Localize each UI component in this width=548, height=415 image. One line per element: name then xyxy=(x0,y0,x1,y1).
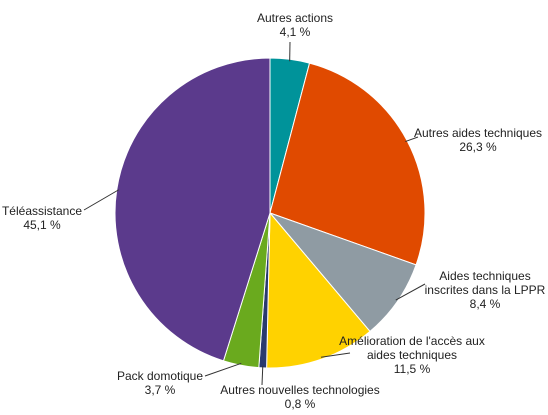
leader-line xyxy=(395,283,426,301)
slice-label: Aides techniques inscrites dans la LPPR 8… xyxy=(418,269,548,311)
leader-line xyxy=(83,189,120,211)
value-label: 3,7 % xyxy=(144,383,176,397)
slice-label: Autres nouvelles technologies 0,8 % xyxy=(200,383,400,411)
pie-slice xyxy=(266,211,371,369)
value-label: 45,1 % xyxy=(23,218,61,232)
value-label: 0,8 % xyxy=(284,397,316,411)
slice-label: Pack domotique 3,7 % xyxy=(100,369,220,397)
slice-label: Téléassistance 45,1 % xyxy=(0,204,102,232)
slice-label: Amélioration de l'accès aux aides techni… xyxy=(337,334,487,376)
slice-label: Autres aides techniques 26,3 % xyxy=(398,126,548,154)
category-name: Aides techniques inscrites dans la LPPR xyxy=(424,269,546,297)
category-name: Autres actions xyxy=(256,11,334,25)
leader-line xyxy=(204,362,242,377)
pie-slice xyxy=(114,57,271,362)
category-name: Téléassistance xyxy=(1,204,83,218)
leader-line xyxy=(405,136,419,143)
value-label: 8,4 % xyxy=(469,297,501,311)
value-label: 4,1 % xyxy=(279,25,311,39)
category-name: Autres aides techniques xyxy=(413,126,543,140)
value-label: 11,5 % xyxy=(393,362,431,376)
category-name: Autres nouvelles technologies xyxy=(220,383,380,397)
leader-line xyxy=(320,352,351,358)
value-label: 26,3 % xyxy=(459,140,497,154)
leader-line xyxy=(261,365,264,386)
category-name: Pack domotique xyxy=(116,369,204,383)
category-name: Amélioration de l'accès aux aides techni… xyxy=(339,334,485,362)
slice-label: Autres actions 4,1 % xyxy=(235,11,355,39)
